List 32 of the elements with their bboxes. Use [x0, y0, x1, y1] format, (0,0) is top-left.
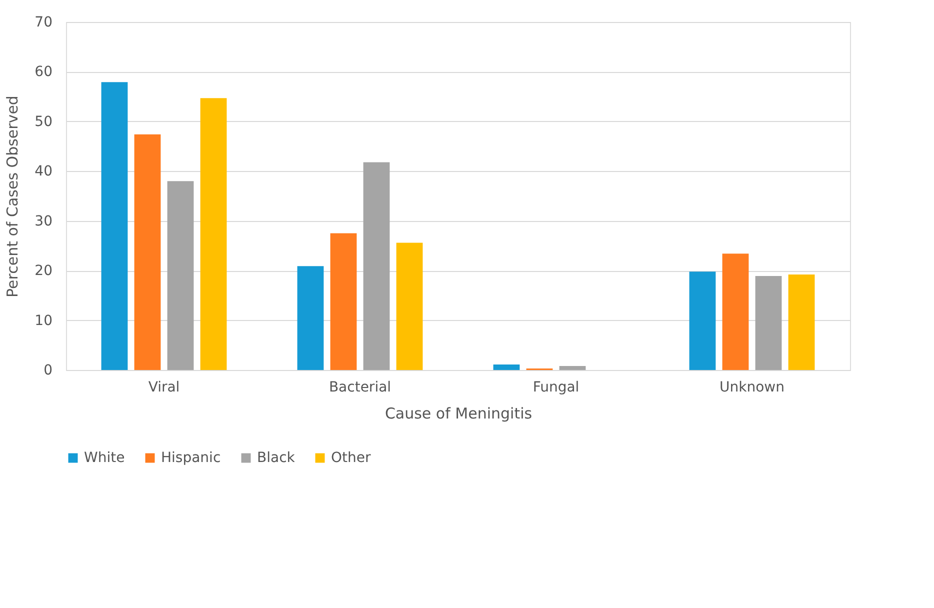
y-tick-label: 40 [34, 164, 52, 180]
bar [200, 98, 227, 370]
bar [722, 254, 749, 370]
bar [167, 181, 194, 370]
y-axis-title: Percent of Cases Observed [4, 96, 22, 298]
legend-label: Other [331, 450, 371, 466]
legend-label: Black [257, 450, 296, 466]
y-tick-label: 70 [34, 14, 52, 30]
bar [559, 366, 586, 370]
bar [689, 272, 716, 370]
y-tick-label: 20 [34, 263, 52, 280]
x-tick-label: Fungal [532, 380, 580, 396]
y-tick-label: 50 [34, 114, 52, 130]
legend-label: White [84, 450, 125, 466]
x-tick-label: Unknown [720, 380, 784, 396]
y-tick-label: 60 [34, 64, 52, 80]
x-axis-title: Cause of Meningitis [384, 404, 532, 422]
bar [363, 162, 390, 370]
bar [330, 233, 357, 370]
y-tick-label: 30 [34, 213, 52, 230]
legend-label: Hispanic [161, 450, 221, 466]
y-tick-label: 10 [34, 312, 52, 329]
bar [396, 242, 423, 370]
bar [755, 276, 782, 370]
bar [297, 266, 324, 370]
bar [493, 364, 520, 370]
y-tick-label: 0 [44, 362, 52, 378]
bar [134, 134, 161, 370]
bar [101, 82, 128, 370]
bar [788, 274, 815, 370]
x-tick-label: Bacterial [328, 380, 392, 396]
x-tick-label: Viral [148, 380, 180, 396]
